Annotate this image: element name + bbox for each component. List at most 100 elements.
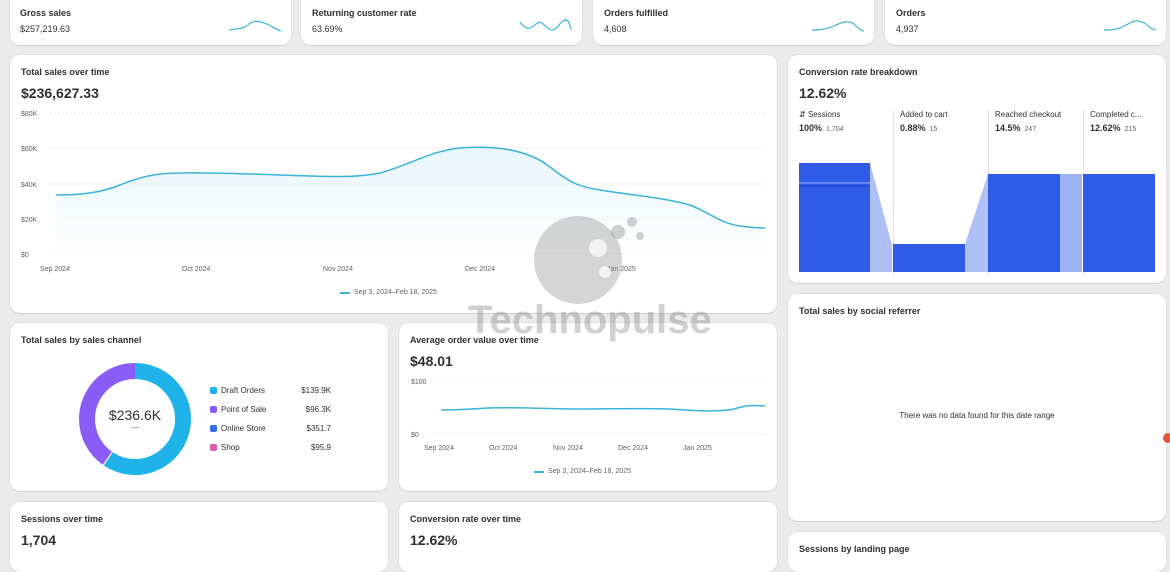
watermark-text: Technopulse — [468, 298, 712, 342]
funnel-count: 1,704 — [826, 126, 844, 133]
funnel-step-sessions: ⇵ Sessions 100% 1,704 — [799, 110, 844, 133]
aov-card[interactable]: Average order value over time $48.01 $10… — [399, 323, 777, 491]
channel-value: $96.3K — [305, 405, 331, 414]
funnel-count: 15 — [929, 126, 938, 133]
funnel-bar-added-to-cart — [893, 244, 965, 272]
total-sales-chart: $80K $60K $40K $20K $0 Sep 2024 Oct 2024… — [21, 111, 766, 273]
chart-legend[interactable]: Sep 3, 2024–Feb 18, 2025 — [534, 468, 631, 475]
funnel-count: 247 — [1024, 126, 1037, 133]
funnel-label: Completed c... — [1090, 110, 1142, 119]
legend-swatch — [210, 387, 217, 394]
y-tick: $20K — [21, 217, 38, 224]
funnel-step-reached-checkout: Reached checkout 14.5% 247 — [995, 110, 1061, 133]
x-tick: Dec 2024 — [465, 266, 495, 273]
channel-row[interactable]: Draft Orders $139.9K — [210, 386, 331, 395]
x-tick: Sep 2024 — [424, 445, 454, 452]
x-tick: Oct 2024 — [489, 445, 518, 452]
empty-state-text: There was no data found for this date ra… — [899, 411, 1055, 420]
notification-dot[interactable] — [1163, 433, 1170, 443]
sessions-icon: ⇵ — [799, 110, 806, 119]
kpi-card-orders-fulfilled[interactable]: Orders fulfilled 4,608 — [593, 0, 874, 45]
x-tick: Sep 2024 — [40, 266, 70, 273]
x-tick: Jan 2025 — [607, 266, 636, 273]
x-tick: Nov 2024 — [553, 445, 583, 452]
kpi-value: 4,608 — [604, 24, 627, 34]
conversion-breakdown-card[interactable]: Conversion rate breakdown 12.62% ⇵ Sessi… — [788, 55, 1166, 283]
card-value: 12.62% — [799, 85, 847, 101]
y-tick: $80K — [21, 111, 38, 118]
sparkline — [1104, 20, 1156, 31]
funnel-connector — [870, 163, 892, 272]
card-value: 1,704 — [21, 532, 57, 548]
legend-swatch — [210, 406, 217, 413]
card-title: Conversion rate over time — [410, 514, 522, 524]
card-title: Total sales over time — [21, 67, 110, 77]
funnel-count: 215 — [1124, 126, 1137, 133]
funnel-step-added-to-cart: Added to cart 0.88% 15 — [900, 110, 948, 133]
legend-swatch — [210, 425, 217, 432]
card-title: Total sales by social referrer — [799, 306, 921, 316]
kpi-card-gross-sales[interactable]: Gross sales $257,219.63 — [10, 0, 291, 45]
conversion-over-time-card[interactable]: Conversion rate over time 12.62% — [399, 502, 777, 572]
sparkline — [812, 21, 864, 32]
chart-legend[interactable]: Sep 3, 2024–Feb 18, 2025 — [340, 289, 437, 296]
sparkline — [520, 19, 572, 31]
sparkline — [229, 20, 281, 32]
funnel-label: Added to cart — [900, 110, 948, 119]
x-tick: Oct 2024 — [182, 266, 211, 273]
sessions-card[interactable]: Sessions over time 1,704 — [10, 502, 388, 572]
funnel-pct: 14.5% — [995, 123, 1021, 133]
funnel-step-completed: Completed c... 12.62% 215 — [1090, 110, 1142, 133]
x-tick: Dec 2024 — [618, 445, 648, 452]
funnel-label: Sessions — [807, 110, 841, 119]
total-sales-card[interactable]: Total sales over time $236,627.33 $80K $… — [10, 55, 777, 313]
social-referrer-card[interactable]: Total sales by social referrer There was… — [788, 294, 1166, 521]
channel-name: Online Store — [221, 424, 266, 433]
funnel-bar-completed — [1083, 174, 1155, 272]
funnel-pct: 100% — [799, 123, 823, 133]
y-tick: $40K — [21, 182, 38, 189]
landing-page-card[interactable]: Sessions by landing page — [788, 532, 1166, 572]
legend-swatch — [340, 291, 350, 294]
funnel-connector — [1060, 174, 1082, 272]
legend-label: Sep 3, 2024–Feb 18, 2025 — [548, 468, 631, 475]
channel-name: Draft Orders — [221, 386, 266, 395]
channel-name: Point of Sale — [221, 405, 267, 414]
kpi-label: Orders — [896, 8, 926, 18]
kpi-value: 4,937 — [896, 24, 919, 34]
donut-chart — [79, 363, 191, 475]
channel-value: $139.9K — [301, 386, 331, 395]
card-title: Average order value over time — [410, 335, 539, 345]
card-title: Sessions over time — [21, 514, 104, 524]
card-title: Conversion rate breakdown — [799, 67, 918, 77]
y-tick: $60K — [21, 146, 38, 153]
y-tick: $0 — [21, 252, 29, 259]
funnel-connector — [965, 174, 988, 272]
card-title: Sessions by landing page — [799, 544, 910, 554]
donut-center-value: $236.6K — [108, 407, 162, 423]
channel-name: Shop — [221, 443, 240, 452]
legend-label: Sep 3, 2024–Feb 18, 2025 — [354, 289, 437, 296]
sales-channel-card[interactable]: Total sales by sales channel $236.6K — D… — [10, 323, 388, 491]
kpi-card-returning-rate[interactable]: Returning customer rate 63.69% — [301, 0, 582, 45]
card-value: $48.01 — [410, 353, 453, 369]
card-value: $236,627.33 — [21, 85, 99, 101]
legend-swatch — [210, 444, 217, 451]
kpi-card-orders[interactable]: Orders 4,937 — [885, 0, 1166, 45]
channel-value: $95.9 — [310, 443, 331, 452]
channel-row[interactable]: Point of Sale $96.3K — [210, 405, 331, 414]
x-tick: Nov 2024 — [323, 266, 353, 273]
kpi-label: Gross sales — [20, 8, 72, 18]
channel-row[interactable]: Online Store $351.7 — [210, 424, 331, 433]
funnel-label: Reached checkout — [995, 110, 1062, 119]
funnel-bar-reached-checkout — [988, 174, 1060, 272]
kpi-label: Orders fulfilled — [604, 8, 669, 18]
y-tick: $0 — [411, 432, 419, 439]
funnel-pct: 12.62% — [1090, 123, 1121, 133]
channel-row[interactable]: Shop $95.9 — [210, 443, 331, 452]
kpi-value: 63.69% — [312, 24, 343, 34]
funnel-chart — [799, 163, 1155, 272]
card-title: Total sales by sales channel — [21, 335, 142, 345]
donut-center-sub: — — [131, 423, 139, 432]
funnel-pct: 0.88% — [900, 123, 926, 133]
